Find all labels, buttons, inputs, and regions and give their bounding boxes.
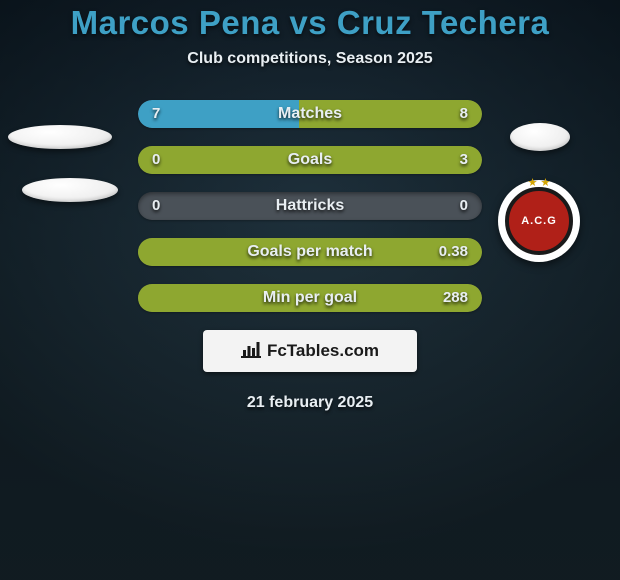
branding-text: FcTables.com (267, 341, 379, 361)
stat-row: 7 Matches 8 (138, 100, 482, 128)
team-logo-right: ★ ★A.C.G (498, 180, 580, 262)
value-left: 0 (152, 146, 160, 174)
stat-label: Min per goal (263, 284, 357, 312)
stat-row: 0 Goals 3 (138, 146, 482, 174)
stat-row: Min per goal 288 (138, 284, 482, 312)
stat-row: 0 Hattricks 0 (138, 192, 482, 220)
stat-label: Goals per match (247, 238, 372, 266)
stat-label: Matches (278, 100, 342, 128)
date-text: 21 february 2025 (0, 394, 620, 412)
subtitle: Club competitions, Season 2025 (0, 50, 620, 68)
team-logo-left (22, 178, 118, 202)
team-logo-right (510, 123, 570, 151)
stats-container: 7 Matches 8 0 Goals 3 0 Hattricks 0 Goals per mat… (138, 100, 482, 312)
value-right: 3 (460, 146, 468, 174)
branding-box: FcTables.com (203, 330, 417, 372)
stat-label: Goals (288, 146, 332, 174)
team-logo-left (8, 125, 112, 149)
value-left: 7 (152, 100, 160, 128)
value-right: 288 (443, 284, 468, 312)
acg-inner: A.C.G (505, 187, 573, 255)
stat-label: Hattricks (276, 192, 344, 220)
value-right: 0.38 (439, 238, 468, 266)
page-title: Marcos Pena vs Cruz Techera (0, 4, 620, 42)
acg-text: A.C.G (521, 215, 557, 227)
value-left: 0 (152, 192, 160, 220)
chart-icon (241, 340, 261, 363)
value-right: 0 (460, 192, 468, 220)
acg-badge: ★ ★A.C.G (498, 180, 580, 262)
bar-left (138, 100, 299, 128)
value-right: 8 (460, 100, 468, 128)
stat-row: Goals per match 0.38 (138, 238, 482, 266)
